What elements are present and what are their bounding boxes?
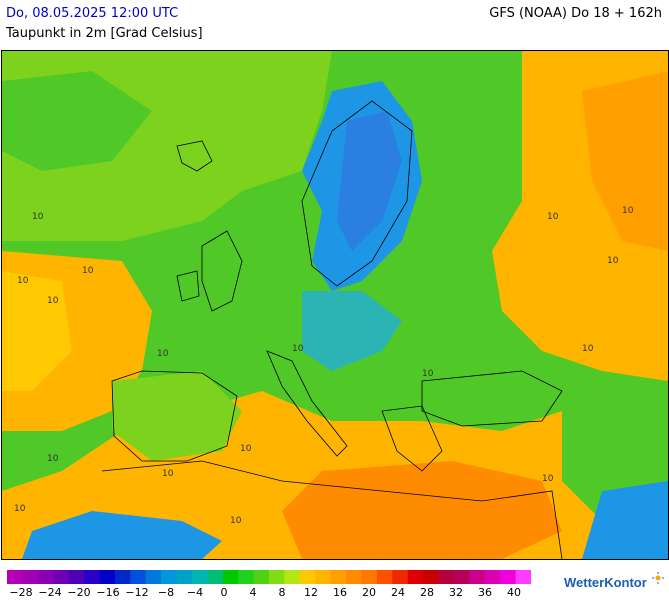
contour-label: 10 bbox=[230, 516, 242, 526]
contour-label: 10 bbox=[82, 266, 94, 276]
legend-swatch bbox=[299, 570, 316, 584]
atlantic-green-patch bbox=[2, 71, 152, 171]
iberia-outline bbox=[111, 370, 238, 462]
balkans-outline bbox=[381, 405, 443, 472]
legend-swatch bbox=[253, 570, 270, 584]
black-sea-outline bbox=[421, 370, 563, 427]
legend-swatch bbox=[7, 570, 23, 584]
west-atlantic-core bbox=[2, 271, 72, 391]
legend-swatch bbox=[515, 570, 531, 584]
legend-tick-label: −28 bbox=[9, 586, 33, 599]
contour-label: 10 bbox=[47, 296, 59, 306]
legend-tick-label: 8 bbox=[278, 586, 286, 599]
legend-swatch bbox=[361, 570, 378, 584]
legend-swatch bbox=[68, 570, 85, 584]
contour-label: 10 bbox=[422, 369, 434, 379]
ireland-outline bbox=[176, 270, 200, 302]
arabia-field bbox=[582, 481, 668, 559]
contour-label: 10 bbox=[17, 276, 29, 286]
coastlines bbox=[101, 100, 563, 559]
legend-swatch bbox=[284, 570, 301, 584]
legend-tick-label: 16 bbox=[333, 586, 347, 599]
legend-tick-label: 20 bbox=[362, 586, 376, 599]
contour-label: 10 bbox=[240, 444, 252, 454]
legend-tick-label: −16 bbox=[96, 586, 120, 599]
sun-icon bbox=[652, 572, 664, 584]
iberia-field bbox=[112, 371, 242, 461]
legend-swatch bbox=[238, 570, 255, 584]
legend-swatch bbox=[330, 570, 347, 584]
legend-swatch bbox=[84, 570, 100, 584]
legend-swatch bbox=[176, 570, 193, 584]
legend-swatch bbox=[161, 570, 178, 584]
contour-label: 10 bbox=[157, 349, 169, 359]
legend-tick-label: −8 bbox=[157, 586, 175, 599]
legend-swatch bbox=[191, 570, 208, 584]
legend-tick-label: 12 bbox=[304, 586, 318, 599]
dewpoint-map: 10 10 10 10 10 10 10 10 10 10 10 10 10 1… bbox=[1, 50, 669, 560]
scandinavia-core bbox=[337, 111, 402, 251]
legend-tick-label: −20 bbox=[67, 586, 91, 599]
legend-swatch bbox=[469, 570, 486, 584]
contour-label: 10 bbox=[582, 344, 594, 354]
legend-swatch bbox=[130, 570, 147, 584]
forecast-datetime: Do, 08.05.2025 12:00 UTC bbox=[6, 6, 179, 21]
legend-tick-label: −12 bbox=[125, 586, 149, 599]
contour-label: 10 bbox=[14, 504, 26, 514]
legend-swatch bbox=[376, 570, 393, 584]
legend-tick-label: 28 bbox=[420, 586, 434, 599]
east-russia-core bbox=[582, 71, 668, 251]
parameter-title: Taupunkt in 2m [Grad Celsius] bbox=[6, 26, 203, 41]
legend-swatch bbox=[145, 570, 162, 584]
central-europe-field bbox=[302, 291, 402, 371]
contour-label: 10 bbox=[622, 206, 634, 216]
legend-swatch bbox=[500, 570, 517, 584]
scandinavia-outline bbox=[301, 100, 413, 287]
italy-outline bbox=[266, 350, 348, 457]
legend-tick-label: 32 bbox=[449, 586, 463, 599]
legend-colorbar bbox=[7, 570, 531, 584]
legend-swatch bbox=[37, 570, 54, 584]
legend-tick-label: 40 bbox=[507, 586, 521, 599]
legend-tick-label: 36 bbox=[478, 586, 492, 599]
contour-label: 10 bbox=[47, 454, 59, 464]
sahara-field bbox=[22, 511, 222, 559]
brand-logo: WetterKontor bbox=[564, 575, 647, 590]
legend-swatch bbox=[22, 570, 39, 584]
iceland-outline bbox=[176, 140, 213, 172]
legend-swatch bbox=[392, 570, 409, 584]
east-med-core bbox=[282, 461, 562, 559]
map-canvas: 10 10 10 10 10 10 10 10 10 10 10 10 10 1… bbox=[2, 51, 668, 559]
legend-tick-label: 24 bbox=[391, 586, 405, 599]
contour-label: 10 bbox=[607, 256, 619, 266]
legend-swatch bbox=[484, 570, 501, 584]
legend-swatch bbox=[453, 570, 470, 584]
legend-swatch bbox=[407, 570, 424, 584]
legend-swatch bbox=[423, 570, 440, 584]
legend-swatch bbox=[53, 570, 70, 584]
legend-labels: −28 −24 −20 −16 −12 −8 −4 0 4 8 12 16 20 24 28 32 36 40 bbox=[0, 586, 669, 600]
contour-label: 10 bbox=[547, 212, 559, 222]
legend-tick-label: 0 bbox=[220, 586, 228, 599]
legend-swatch bbox=[99, 570, 116, 584]
contour-label: 10 bbox=[162, 469, 174, 479]
legend-swatch bbox=[346, 570, 362, 584]
great-britain-outline bbox=[201, 230, 243, 312]
legend-swatch bbox=[207, 570, 224, 584]
legend-tick-label: −4 bbox=[186, 586, 204, 599]
legend-swatch bbox=[114, 570, 131, 584]
legend-tick-label: 4 bbox=[249, 586, 257, 599]
contour-label: 10 bbox=[292, 344, 304, 354]
legend-swatch bbox=[269, 570, 285, 584]
contour-label: 10 bbox=[542, 474, 554, 484]
legend-swatch bbox=[222, 570, 239, 584]
model-run: GFS (NOAA) Do 18 + 162h bbox=[489, 6, 662, 21]
legend-swatch bbox=[315, 570, 332, 584]
north-africa-coast bbox=[101, 460, 563, 559]
contour-label: 10 bbox=[32, 212, 44, 222]
legend-tick-label: −24 bbox=[38, 586, 62, 599]
legend-swatch bbox=[438, 570, 455, 584]
